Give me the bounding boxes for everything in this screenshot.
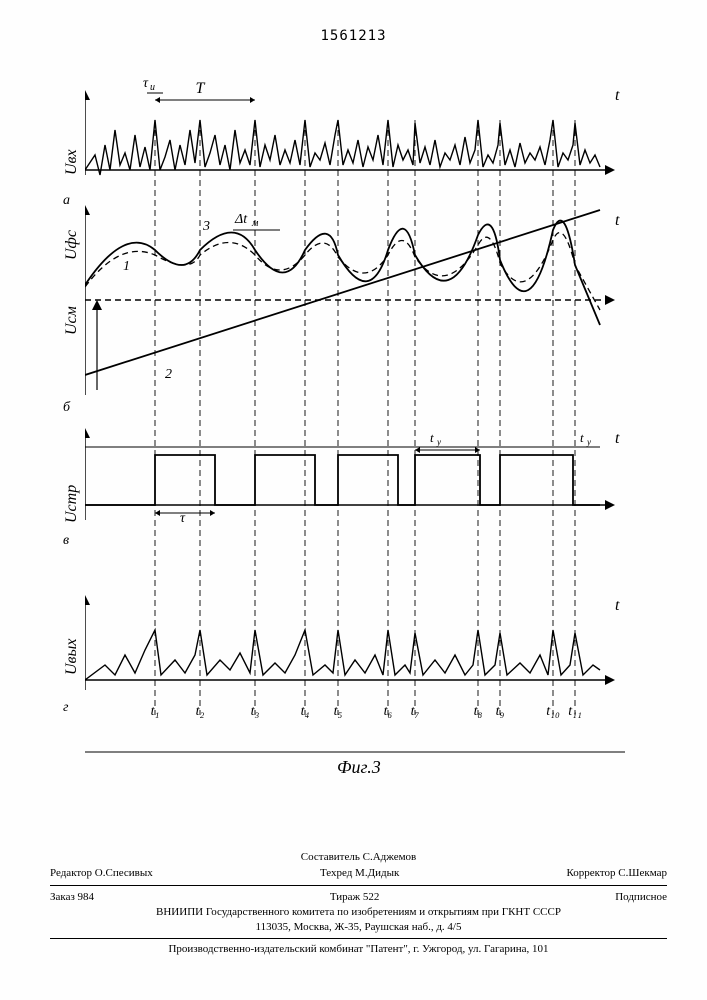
svg-text:u: u	[150, 82, 155, 93]
svg-text:T: T	[196, 80, 206, 97]
panel-a: τu T t	[85, 76, 620, 175]
svg-text:t₄: t₄	[301, 704, 310, 719]
svg-text:t₉: t₉	[496, 704, 505, 719]
label-a: а	[63, 193, 70, 209]
footer-rule-1	[50, 885, 667, 886]
panel-v: τ tу tу t	[85, 428, 620, 526]
label-v: в	[63, 533, 69, 549]
svg-text:3: 3	[202, 219, 210, 234]
svg-text:2: 2	[165, 367, 172, 382]
svg-text:t: t	[615, 430, 620, 447]
svg-text:t: t	[615, 87, 620, 104]
svg-text:t₅: t₅	[334, 704, 343, 719]
svg-text:t: t	[615, 212, 620, 229]
panel-b: 1 2 3 Δtм t	[85, 205, 620, 395]
label-usm: Uсм	[63, 306, 81, 335]
footer-sostavitel: Составитель С.Аджемов	[50, 850, 667, 865]
patent-number: 1561213	[320, 28, 386, 44]
svg-text:t₃: t₃	[251, 704, 260, 719]
footer-vniipi: ВНИИПИ Государственного комитета по изоб…	[50, 905, 667, 920]
svg-text:у: у	[586, 437, 591, 447]
svg-text:t₁: t₁	[151, 704, 160, 719]
svg-text:t₇: t₇	[411, 704, 420, 719]
figure-caption: Фиг.3	[337, 757, 381, 778]
svg-text:t: t	[430, 430, 434, 445]
footer-production: Производственно-издательский комбинат "П…	[50, 942, 667, 957]
footer-redaktor: Редактор О.Спесивых	[50, 866, 153, 881]
figure-svg: τu T t 1 2	[85, 75, 625, 825]
footer-tehred: Техред М.Дидык	[320, 866, 399, 881]
label-uvyh: Uвых	[63, 639, 81, 675]
label-g: г	[63, 700, 68, 716]
guide-lines	[155, 120, 575, 715]
footer-block: Составитель С.Аджемов Редактор О.Спесивы…	[50, 850, 667, 957]
footer-tirazh: Тираж 522	[330, 890, 380, 905]
label-ustr: Uстр	[63, 485, 81, 523]
footer-podpisnoe: Подписное	[615, 890, 667, 905]
figure-3: τu T t 1 2	[85, 75, 625, 825]
svg-text:м: м	[251, 218, 259, 229]
footer-zakaz: Заказ 984	[50, 890, 94, 905]
svg-text:t₈: t₈	[474, 704, 483, 719]
label-ufs: Uфс	[63, 230, 81, 260]
footer-korrektor: Корректор С.Шекмар	[567, 866, 667, 881]
patent-page: 1561213	[0, 0, 707, 1000]
svg-text:t: t	[580, 430, 584, 445]
footer-rule-2	[50, 938, 667, 939]
panel-g: t	[85, 595, 620, 690]
svg-text:1: 1	[123, 259, 130, 274]
svg-text:у: у	[436, 437, 441, 447]
svg-text:t: t	[615, 597, 620, 614]
svg-text:t₆: t₆	[384, 704, 393, 719]
svg-text:τ: τ	[143, 76, 149, 91]
label-b: б	[63, 400, 70, 416]
svg-text:t₂: t₂	[196, 704, 205, 719]
svg-text:t₁₁: t₁₁	[568, 704, 582, 719]
footer-address: 113035, Москва, Ж-35, Раушская наб., д. …	[50, 920, 667, 935]
time-ticks: t₁ t₂ t₃ t₄ t₅ t₆ t₇ t₈ t₉ t₁₀ t₁₁	[151, 704, 582, 719]
svg-text:Δt: Δt	[234, 212, 248, 227]
svg-text:t₁₀: t₁₀	[546, 704, 560, 719]
label-uvx: Uвх	[63, 149, 81, 175]
